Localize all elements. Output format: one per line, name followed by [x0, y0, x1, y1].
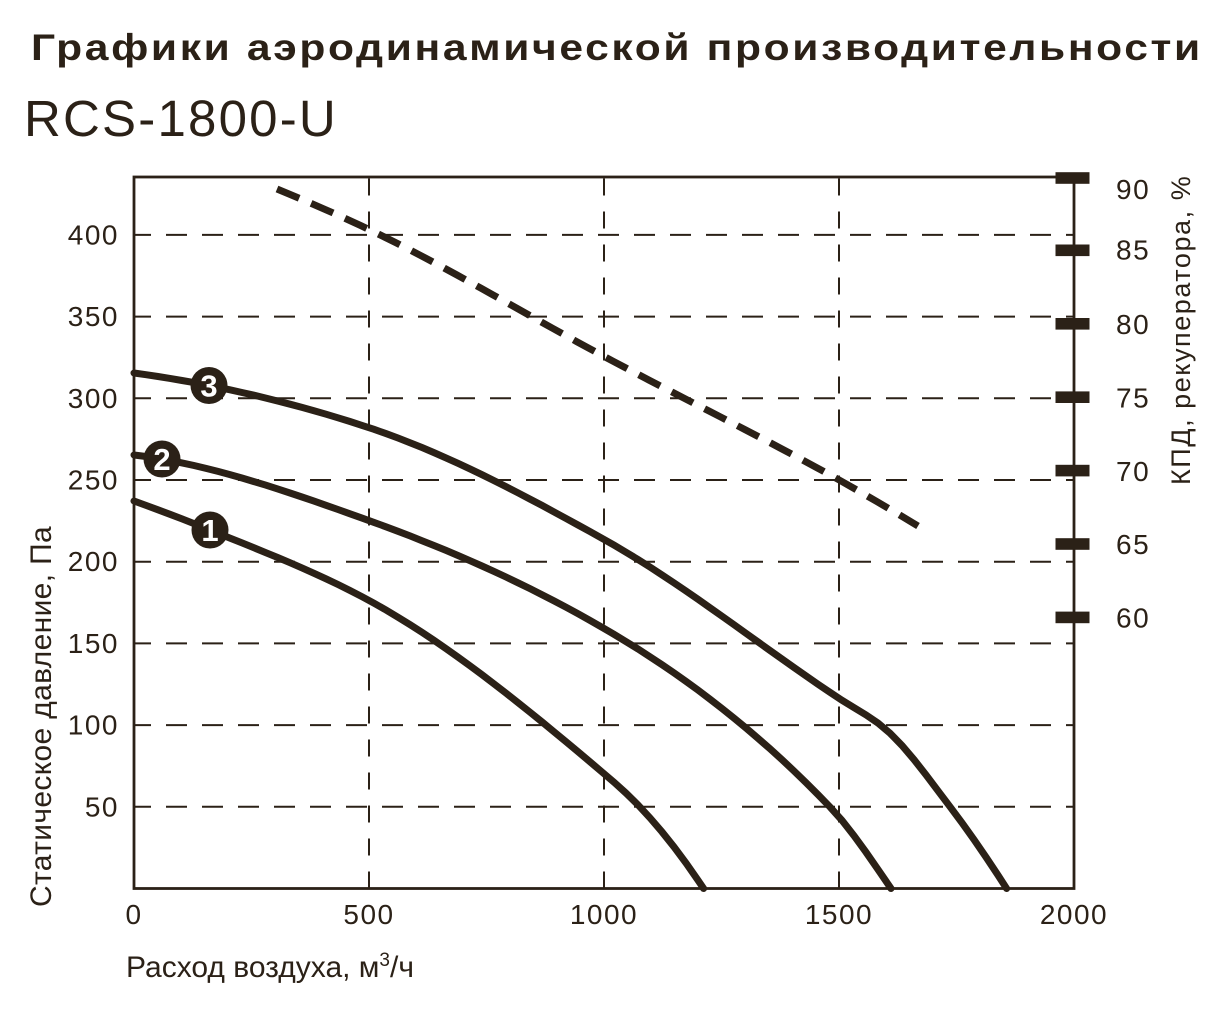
svg-text:Графики аэродинамической произ: Графики аэродинамической производительно… — [31, 28, 1203, 69]
svg-text:RCS-1800-U: RCS-1800-U — [24, 90, 338, 147]
svg-text:65: 65 — [1116, 529, 1150, 560]
svg-text:250: 250 — [68, 465, 119, 496]
svg-text:400: 400 — [68, 219, 119, 250]
svg-text:75: 75 — [1116, 382, 1150, 413]
svg-text:Расход воздуха, м3/ч: Расход воздуха, м3/ч — [126, 950, 414, 984]
svg-text:2000: 2000 — [1040, 899, 1108, 930]
svg-text:1500: 1500 — [805, 899, 873, 930]
svg-text:80: 80 — [1116, 309, 1150, 340]
svg-text:350: 350 — [68, 301, 119, 332]
svg-text:70: 70 — [1116, 456, 1150, 487]
svg-text:60: 60 — [1116, 603, 1150, 634]
svg-text:200: 200 — [68, 546, 119, 577]
svg-text:2: 2 — [153, 442, 170, 477]
svg-text:85: 85 — [1116, 235, 1150, 266]
svg-text:150: 150 — [68, 628, 119, 659]
svg-text:0: 0 — [125, 899, 142, 930]
svg-text:1000: 1000 — [570, 899, 638, 930]
svg-text:500: 500 — [343, 899, 394, 930]
svg-text:300: 300 — [68, 383, 119, 414]
svg-text:100: 100 — [68, 710, 119, 741]
svg-text:90: 90 — [1116, 174, 1150, 205]
svg-text:1: 1 — [201, 513, 218, 548]
svg-text:Статическое давление, Па: Статическое давление, Па — [25, 526, 58, 907]
svg-text:50: 50 — [85, 791, 119, 822]
svg-text:3: 3 — [200, 369, 217, 404]
svg-text:КПД, рекуператора, %: КПД, рекуператора, % — [1166, 175, 1196, 485]
